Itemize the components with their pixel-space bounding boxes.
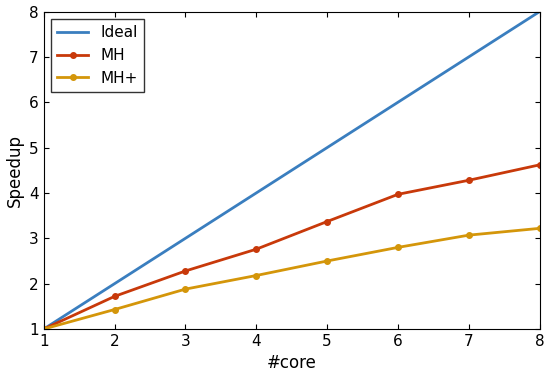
MH bbox=[182, 269, 189, 273]
MH bbox=[324, 219, 331, 224]
Ideal bbox=[324, 146, 331, 150]
MH bbox=[253, 247, 260, 251]
Ideal bbox=[111, 281, 118, 286]
Ideal bbox=[465, 55, 472, 59]
MH+ bbox=[182, 287, 189, 291]
MH+ bbox=[253, 273, 260, 278]
MH bbox=[40, 327, 47, 331]
Line: MH+: MH+ bbox=[41, 226, 542, 332]
Ideal bbox=[182, 236, 189, 240]
MH+ bbox=[111, 307, 118, 312]
MH bbox=[465, 178, 472, 183]
Legend: Ideal, MH, MH+: Ideal, MH, MH+ bbox=[51, 19, 144, 92]
Line: MH: MH bbox=[41, 162, 542, 332]
MH+ bbox=[465, 233, 472, 237]
MH+ bbox=[40, 327, 47, 331]
Ideal bbox=[536, 9, 543, 14]
Line: Ideal: Ideal bbox=[43, 12, 540, 329]
MH+ bbox=[536, 226, 543, 231]
Y-axis label: Speedup: Speedup bbox=[6, 134, 24, 207]
Ideal bbox=[253, 191, 260, 195]
MH bbox=[111, 294, 118, 299]
MH bbox=[536, 163, 543, 167]
MH+ bbox=[324, 259, 331, 263]
MH+ bbox=[395, 245, 402, 249]
Ideal bbox=[40, 327, 47, 331]
Ideal bbox=[395, 100, 402, 105]
MH bbox=[395, 192, 402, 197]
X-axis label: #core: #core bbox=[267, 355, 317, 372]
